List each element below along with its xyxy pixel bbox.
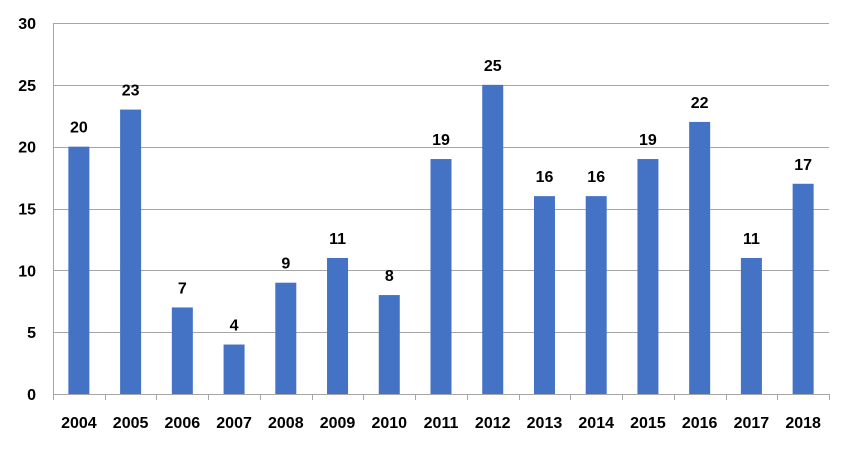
data-label: 16 — [587, 169, 605, 186]
y-tick-label: 0 — [27, 387, 36, 404]
x-tick-label: 2014 — [578, 415, 614, 432]
bar-2005 — [120, 109, 142, 395]
data-label: 8 — [385, 268, 394, 285]
bar-2016 — [689, 121, 711, 394]
data-label: 17 — [794, 157, 812, 174]
x-tick-label: 2008 — [268, 415, 304, 432]
data-label: 20 — [70, 120, 88, 137]
data-label: 4 — [230, 318, 239, 335]
x-tick-label: 2018 — [785, 415, 821, 432]
bar-2012 — [482, 84, 504, 394]
axes — [53, 23, 830, 400]
bar-2018 — [792, 183, 814, 394]
y-tick-label: 10 — [18, 263, 36, 280]
data-label: 11 — [743, 231, 760, 248]
x-tick-label: 2005 — [113, 415, 149, 432]
data-label: 7 — [178, 280, 187, 297]
x-tick-label: 2016 — [682, 415, 718, 432]
y-axis-tick-labels: 0 5 10 15 20 25 30 — [18, 16, 36, 404]
data-label: 16 — [536, 169, 554, 186]
bar-2011 — [430, 159, 452, 394]
y-tick-label: 30 — [18, 16, 36, 33]
data-label: 19 — [432, 132, 450, 149]
x-tick-label: 2009 — [320, 415, 356, 432]
x-tick-label: 2017 — [734, 415, 770, 432]
bar-2010 — [378, 295, 400, 394]
bar-2009 — [327, 257, 349, 394]
x-tick-label: 2012 — [475, 415, 511, 432]
x-tick-label: 2006 — [165, 415, 201, 432]
bar-2004 — [68, 146, 90, 394]
bar-2007 — [223, 344, 245, 394]
x-axis-tick-labels: 2004 2005 2006 2007 2008 2009 2010 2011 2012 2013… — [61, 415, 821, 432]
data-label: 25 — [484, 58, 502, 75]
bar-2008 — [275, 282, 297, 394]
x-tick-label: 2015 — [630, 415, 666, 432]
x-tick-label: 2004 — [61, 415, 97, 432]
bar-2013 — [533, 196, 555, 394]
data-label: 9 — [281, 256, 290, 273]
data-labels: 20 23 7 4 9 11 8 19 25 16 16 19 22 11 17 — [70, 58, 812, 335]
y-tick-label: 20 — [18, 140, 36, 157]
bar-2017 — [740, 257, 762, 394]
data-label: 22 — [691, 95, 709, 112]
x-tick-label: 2011 — [424, 415, 459, 432]
y-tick-label: 15 — [18, 202, 36, 219]
y-tick-label: 5 — [27, 325, 36, 342]
data-label: 23 — [122, 83, 140, 100]
data-label: 19 — [639, 132, 657, 149]
x-tick-label: 2010 — [371, 415, 407, 432]
bar-2014 — [585, 196, 607, 394]
bar-2015 — [637, 159, 659, 394]
x-tick-label: 2013 — [527, 415, 563, 432]
bar-2006 — [171, 307, 193, 394]
x-tick-label: 2007 — [216, 415, 252, 432]
data-label: 11 — [329, 231, 346, 248]
y-tick-label: 25 — [18, 78, 36, 95]
bars — [68, 84, 814, 395]
